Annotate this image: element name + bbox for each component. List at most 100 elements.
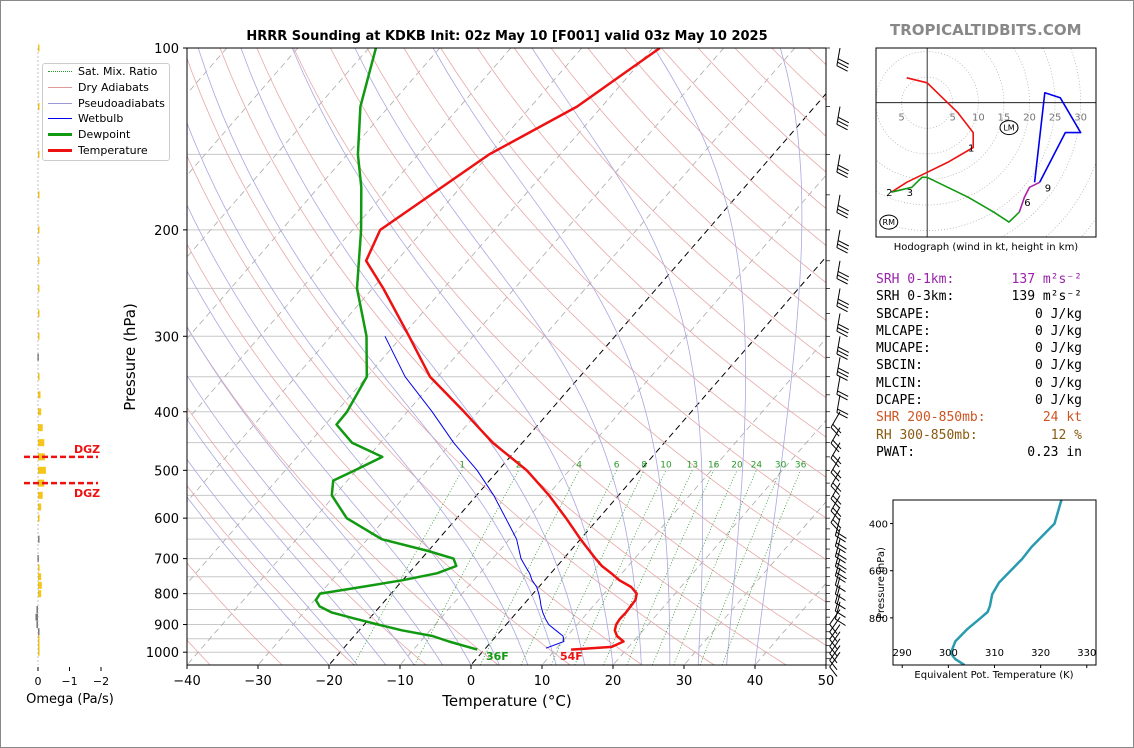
param-value: 139 m²s⁻²	[1011, 289, 1082, 305]
dry-adiabat	[513, 48, 826, 360]
wind-barb-flag	[836, 171, 848, 179]
mixing-ratio-label: 24	[751, 460, 763, 470]
wind-barb-staff	[829, 651, 841, 668]
wind-barb-staff	[836, 260, 841, 279]
omega-bar	[38, 257, 40, 265]
hodograph-ring-label: 20	[1023, 113, 1036, 124]
hodograph-ring-label: 15	[998, 113, 1011, 124]
omega-bar	[38, 373, 40, 381]
legend-swatch-moist	[48, 102, 72, 104]
wind-barb-flag	[837, 302, 849, 309]
moist-adiabat	[531, 48, 704, 665]
moist-adiabat	[187, 418, 387, 665]
legend-item: Dry Adiabats	[43, 80, 169, 96]
mixing-ratio-line	[699, 470, 781, 665]
omega-tick-label: −1	[61, 675, 77, 688]
wind-barb-flag	[835, 618, 846, 626]
dry-adiabat	[219, 48, 787, 665]
wind-barb-flag	[837, 346, 850, 353]
param-label: PWAT:	[876, 444, 916, 460]
param-label: SHR 200-850mb:	[876, 410, 986, 426]
dry-adiabat	[403, 48, 826, 478]
y-tick-label: 600	[154, 512, 179, 527]
legend-item: Wetbulb	[43, 111, 169, 127]
wind-barb-staff	[836, 336, 841, 355]
wind-barbs	[829, 47, 850, 677]
wind-barb-staff	[830, 427, 841, 444]
wind-barb-flag	[835, 556, 846, 564]
wind-barb-flag	[830, 472, 840, 482]
moist-adiabat	[354, 48, 642, 665]
wind-barb-flag	[837, 270, 850, 278]
omega-bar	[35, 613, 38, 621]
wind-barb-flag	[836, 330, 848, 338]
wind-barb-staff	[834, 539, 841, 557]
mixing-ratio-label: 8	[641, 460, 647, 470]
x-tick-label: −30	[244, 674, 271, 689]
x-tick-label: 30	[676, 674, 693, 689]
moist-adiabat	[187, 270, 472, 665]
omega-bar	[38, 514, 40, 522]
hodograph-ring-label: 30	[1074, 113, 1087, 124]
mixing-ratio-label: 1	[459, 460, 465, 470]
legend-swatch-dewpoint	[48, 133, 72, 137]
omega-bar	[38, 564, 40, 572]
mixing-ratio-label: 30	[775, 460, 787, 470]
wind-barb-flag	[836, 552, 847, 560]
hodograph-ring-label: 25	[1049, 113, 1062, 124]
mixing-ratio-line	[550, 470, 645, 665]
wind-barb-staff	[834, 548, 841, 567]
isotherm	[187, 48, 654, 584]
wind-barb-flag	[836, 394, 848, 401]
wind-barb-flag	[835, 566, 846, 574]
y-tick-label: 700	[154, 553, 179, 568]
wind-barb-flag	[829, 666, 838, 677]
wind-barb-staff	[829, 616, 841, 633]
omega-bar	[38, 44, 40, 52]
wind-barb-staff	[834, 528, 841, 547]
mixing-ratio-label: 13	[687, 460, 698, 470]
omega-bar	[38, 332, 40, 340]
param-row: SBCIN: 0 J/kg	[876, 358, 1096, 375]
hodograph-ring-label: 5	[950, 113, 956, 124]
wind-barb-flag	[837, 120, 849, 127]
theta-e-xlabel: Equivalent Pot. Temperature (K)	[914, 670, 1073, 681]
param-value: 0.23 in	[1027, 444, 1082, 460]
wind-barb-staff	[836, 154, 841, 173]
isotherm	[612, 419, 826, 665]
surface-dewpoint-label: 36F	[486, 650, 509, 663]
wind-barb-staff	[836, 194, 841, 213]
wind-barb-staff	[836, 394, 841, 413]
legend-swatch-temperature	[48, 148, 72, 152]
y-tick-label: 300	[154, 330, 179, 345]
legend-label: Temperature	[78, 143, 148, 157]
theta-x-tick-label: 320	[1031, 648, 1050, 659]
isotherm	[754, 582, 826, 665]
skewt-xlabel: Temperature (°C)	[441, 692, 571, 710]
wind-barb-flag	[837, 350, 849, 357]
wind-barb-flag	[836, 278, 848, 285]
legend-swatch-dry	[48, 86, 72, 88]
storm-motion-lm: LM	[999, 120, 1019, 136]
wind-barb-flag	[837, 323, 850, 331]
moist-adiabat	[187, 121, 529, 665]
omega-bar	[38, 391, 41, 399]
wind-barb-staff	[829, 645, 841, 661]
moist-adiabat	[291, 48, 614, 665]
wind-barb-staff	[830, 470, 841, 487]
wind-barb-flag	[837, 390, 849, 397]
wind-barb-flag	[832, 482, 842, 492]
omega-bar	[38, 503, 42, 511]
wind-barb-staff	[830, 495, 841, 512]
skewt-clip-group: 1 2 4 6 8 10 13 16 20 24 30 36	[187, 48, 826, 665]
y-tick-label: 500	[154, 464, 179, 479]
omega-bar	[38, 642, 40, 650]
wind-barb-staff	[830, 506, 841, 523]
profile-wetbulb	[384, 336, 565, 649]
wind-barb-flag	[836, 212, 848, 219]
param-row: DCAPE: 0 J/kg	[876, 393, 1096, 410]
y-tick-label: 900	[154, 619, 179, 634]
param-row: PWAT: 0.23 in	[876, 445, 1096, 462]
legend-label: Dewpoint	[78, 128, 131, 142]
wind-barb-staff	[834, 601, 841, 620]
